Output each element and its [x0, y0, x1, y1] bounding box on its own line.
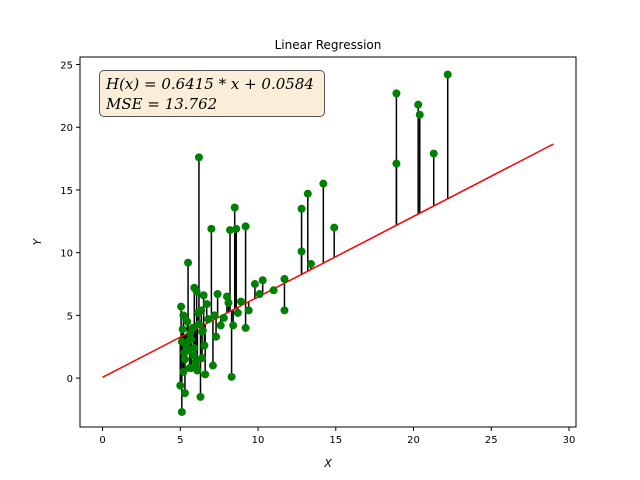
- y-tick-label: 5: [67, 311, 73, 322]
- y-tick-label: 15: [60, 186, 73, 197]
- data-point: [194, 153, 203, 162]
- x-axis-ticks: 0 5 10 15 20 25 30: [99, 427, 575, 446]
- data-point: [198, 326, 207, 335]
- y-tick-label: 0: [67, 374, 73, 385]
- x-tick-label: 25: [485, 435, 498, 446]
- data-point: [224, 298, 233, 307]
- data-point: [236, 297, 245, 306]
- data-point: [241, 323, 250, 332]
- y-tick-label: 25: [60, 61, 73, 72]
- data-point: [177, 337, 186, 346]
- data-point: [244, 306, 253, 315]
- data-point: [194, 320, 203, 329]
- data-point: [184, 258, 193, 267]
- data-point: [258, 276, 267, 285]
- data-point: [178, 325, 187, 334]
- y-tick-label: 10: [60, 249, 73, 260]
- data-point: [233, 308, 242, 317]
- data-point: [303, 189, 312, 198]
- data-point: [227, 372, 236, 381]
- data-point: [191, 357, 200, 366]
- data-point: [330, 223, 339, 232]
- data-point: [319, 179, 328, 188]
- x-tick-label: 15: [329, 435, 342, 446]
- data-point: [226, 226, 235, 235]
- data-point: [280, 275, 289, 283]
- y-axis-label: Y: [31, 237, 44, 245]
- data-point: [280, 306, 289, 315]
- x-tick-label: 5: [177, 435, 183, 446]
- data-point: [200, 341, 209, 350]
- data-point: [250, 280, 259, 289]
- data-point: [414, 100, 423, 109]
- x-tick-label: 30: [563, 435, 576, 446]
- data-point: [197, 306, 206, 315]
- data-point: [187, 335, 196, 344]
- data-point: [392, 89, 401, 98]
- data-point: [443, 70, 452, 79]
- data-point: [177, 302, 186, 311]
- data-point: [216, 321, 225, 330]
- data-point: [230, 203, 239, 212]
- data-point: [213, 290, 222, 299]
- data-point: [255, 290, 264, 299]
- data-point: [179, 367, 188, 376]
- data-point: [297, 204, 306, 213]
- plot-frame: [79, 56, 577, 428]
- data-point: [202, 300, 211, 309]
- data-point: [180, 355, 189, 364]
- data-point: [232, 224, 241, 233]
- data-point: [392, 159, 401, 168]
- data-point: [219, 313, 228, 322]
- data-point: [269, 286, 278, 295]
- x-tick-label: 10: [252, 435, 265, 446]
- data-point: [177, 407, 186, 416]
- data-point: [186, 328, 195, 337]
- plot-area: [80, 57, 576, 427]
- data-point: [198, 354, 207, 363]
- y-tick-label: 20: [60, 123, 73, 134]
- chart-title: Linear Regression: [275, 38, 382, 52]
- data-point: [222, 292, 231, 301]
- data-point: [212, 332, 221, 341]
- data-point: [176, 381, 185, 390]
- x-axis-label: X: [323, 457, 332, 470]
- data-point: [180, 389, 189, 398]
- regression-line: [102, 143, 554, 379]
- data-point: [179, 311, 188, 320]
- data-point: [229, 321, 238, 330]
- data-point: [193, 366, 202, 375]
- data-point: [306, 259, 315, 268]
- x-tick-label: 20: [407, 435, 420, 446]
- y-axis-ticks: 0 5 10 15 20 25: [60, 61, 80, 385]
- data-point: [189, 351, 198, 360]
- data-point: [199, 291, 208, 300]
- data-point: [185, 364, 194, 373]
- data-point: [297, 247, 306, 256]
- data-point: [241, 222, 250, 231]
- data-point: [190, 343, 199, 352]
- data-point: [192, 287, 201, 296]
- data-point: [183, 317, 192, 326]
- data-point: [210, 311, 219, 320]
- x-tick-label: 0: [99, 435, 105, 446]
- data-point: [207, 224, 216, 233]
- equation-annotation: H(x) = 0.6415 * x + 0.0584 MSE = 13.762: [99, 70, 325, 117]
- data-point: [196, 392, 205, 401]
- data-point: [208, 361, 217, 370]
- data-point: [184, 346, 193, 355]
- data-points: [176, 70, 452, 416]
- mse-value: MSE = 13.762: [106, 95, 218, 113]
- data-point: [201, 370, 210, 379]
- regression-equation: H(x) = 0.6415 * x + 0.0584: [106, 75, 314, 93]
- data-point: [415, 110, 424, 119]
- data-point: [204, 315, 213, 324]
- data-point: [429, 149, 438, 158]
